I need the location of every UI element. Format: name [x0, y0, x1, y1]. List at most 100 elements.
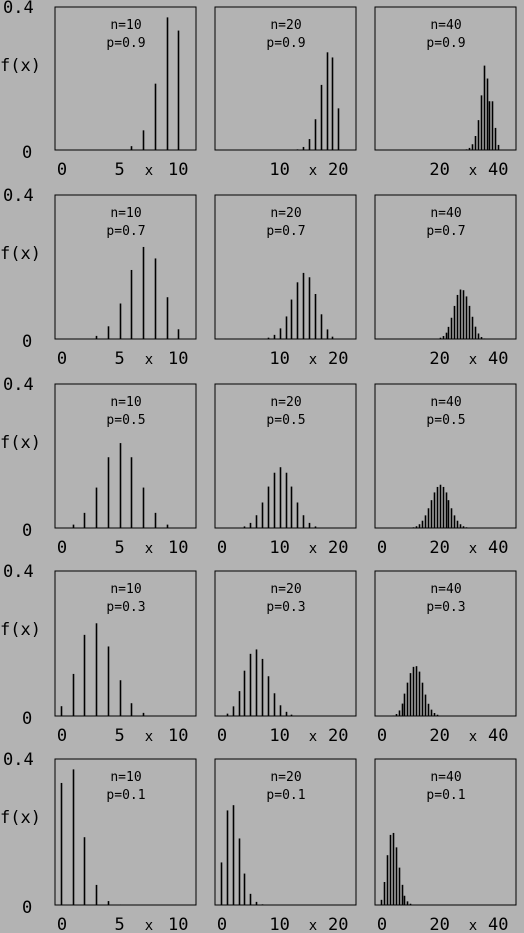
panel-n20-p01: n=20 p=0.1 0 10 20 x — [214, 758, 357, 933]
x-tick-label: 0 — [57, 349, 67, 369]
n-label: n=40 — [430, 582, 461, 597]
x-tick-label: 10 — [168, 160, 188, 180]
panel-frame — [374, 758, 517, 906]
x-axis-label: x — [145, 729, 153, 745]
p-label: p=0.9 — [426, 36, 465, 51]
x-tick-label: 20 — [429, 538, 449, 558]
x-tick-label: 0 — [57, 915, 67, 933]
panel-frame — [54, 383, 197, 529]
y-axis-label: f(x) — [0, 620, 41, 640]
x-tick-label: 0 — [57, 538, 67, 558]
x-tick-label: 20 — [328, 349, 348, 369]
p-label: p=0.7 — [426, 224, 465, 239]
p-label: p=0.3 — [426, 600, 465, 615]
x-tick-label: 20 — [429, 726, 449, 746]
x-tick-label: 10 — [168, 915, 188, 933]
y-tick-label: 0.4 — [3, 562, 34, 582]
panel-n40-p05: n=40 p=0.5 0 20 40 x — [374, 383, 517, 558]
panel-n20-p09: n=20 p=0.9 10 20 x — [214, 6, 357, 180]
x-tick-label: 10 — [168, 726, 188, 746]
x-tick-label: 40 — [488, 726, 508, 746]
y-tick-label: 0.4 — [3, 750, 34, 770]
x-axis-label: x — [309, 729, 317, 745]
p-label: p=0.1 — [426, 788, 465, 803]
x-tick-label: 40 — [488, 915, 508, 933]
panel-n40-p07: n=40 p=0.7 20 40 x — [374, 194, 517, 369]
x-tick-label: 5 — [115, 726, 125, 746]
y-axis-label: f(x) — [0, 244, 41, 264]
y-axis-label: f(x) — [0, 433, 41, 453]
p-label: p=0.7 — [266, 224, 305, 239]
x-tick-label: 10 — [168, 349, 188, 369]
y-tick-label: 0.4 — [3, 375, 34, 395]
panel-n10-p09: n=10 p=0.9 0 5 10 x — [54, 6, 197, 180]
x-axis-label: x — [309, 352, 317, 368]
panel-n20-p03: n=20 p=0.3 0 10 20 x — [214, 570, 357, 746]
x-tick-label: 5 — [115, 915, 125, 933]
panel-frame — [54, 570, 197, 717]
p-label: p=0.3 — [266, 600, 305, 615]
n-label: n=10 — [110, 18, 141, 33]
p-label: p=0.5 — [106, 413, 145, 428]
p-label: p=0.7 — [106, 224, 145, 239]
panel-n10-p01: n=10 p=0.1 0 5 10 x — [54, 758, 197, 933]
p-label: p=0.9 — [266, 36, 305, 51]
n-label: n=40 — [430, 18, 461, 33]
panel-frame — [214, 570, 357, 717]
panel-frame — [54, 194, 197, 340]
x-tick-label: 20 — [429, 160, 449, 180]
n-label: n=40 — [430, 206, 461, 221]
x-axis-label: x — [469, 163, 477, 179]
panel-frame — [214, 383, 357, 529]
x-axis-label: x — [309, 541, 317, 557]
x-axis-label: x — [145, 918, 153, 933]
panel-frame — [214, 6, 357, 151]
x-axis-label: x — [469, 729, 477, 745]
y-tick-label: 0.4 — [3, 0, 34, 18]
y-tick-label: 0 — [22, 332, 32, 352]
n-label: n=20 — [270, 18, 301, 33]
y-tick-label: 0 — [22, 521, 32, 541]
panel-n20-p05: n=20 p=0.5 0 10 20 x — [214, 383, 357, 558]
x-axis-label: x — [469, 352, 477, 368]
x-tick-label: 5 — [115, 538, 125, 558]
n-label: n=10 — [110, 582, 141, 597]
p-label: p=0.5 — [266, 413, 305, 428]
x-tick-label: 20 — [429, 915, 449, 933]
x-tick-label: 10 — [269, 349, 289, 369]
x-tick-label: 0 — [57, 160, 67, 180]
n-label: n=10 — [110, 770, 141, 785]
n-label: n=10 — [110, 395, 141, 410]
x-tick-label: 40 — [488, 160, 508, 180]
y-axis-label: f(x) — [0, 56, 41, 76]
n-label: n=40 — [430, 770, 461, 785]
n-label: n=20 — [270, 770, 301, 785]
x-tick-label: 10 — [168, 538, 188, 558]
panel-frame — [54, 6, 197, 151]
x-tick-label: 5 — [115, 349, 125, 369]
x-tick-label: 10 — [269, 726, 289, 746]
panel-frame — [374, 383, 517, 529]
x-tick-label: 0 — [217, 915, 227, 933]
p-label: p=0.1 — [106, 788, 145, 803]
x-tick-label: 10 — [269, 160, 289, 180]
x-tick-label: 0 — [217, 726, 227, 746]
y-tick-label: 0.4 — [3, 186, 34, 206]
x-axis-label: x — [145, 163, 153, 179]
x-axis-label: x — [145, 352, 153, 368]
y-tick-label: 0 — [22, 709, 32, 729]
n-label: n=10 — [110, 206, 141, 221]
x-tick-label: 40 — [488, 538, 508, 558]
p-label: p=0.1 — [266, 788, 305, 803]
n-label: n=20 — [270, 206, 301, 221]
panel-n40-p03: n=40 p=0.3 0 20 40 x — [374, 570, 517, 746]
x-tick-label: 0 — [377, 726, 387, 746]
x-tick-label: 20 — [328, 160, 348, 180]
panel-n40-p09: n=40 p=0.9 20 40 x — [374, 6, 517, 180]
y-axis-label: f(x) — [0, 808, 41, 828]
x-axis-label: x — [469, 918, 477, 933]
x-tick-label: 0 — [377, 538, 387, 558]
panel-frame — [374, 194, 517, 340]
panel-n40-p01: n=40 p=0.1 0 20 40 x — [374, 758, 517, 933]
